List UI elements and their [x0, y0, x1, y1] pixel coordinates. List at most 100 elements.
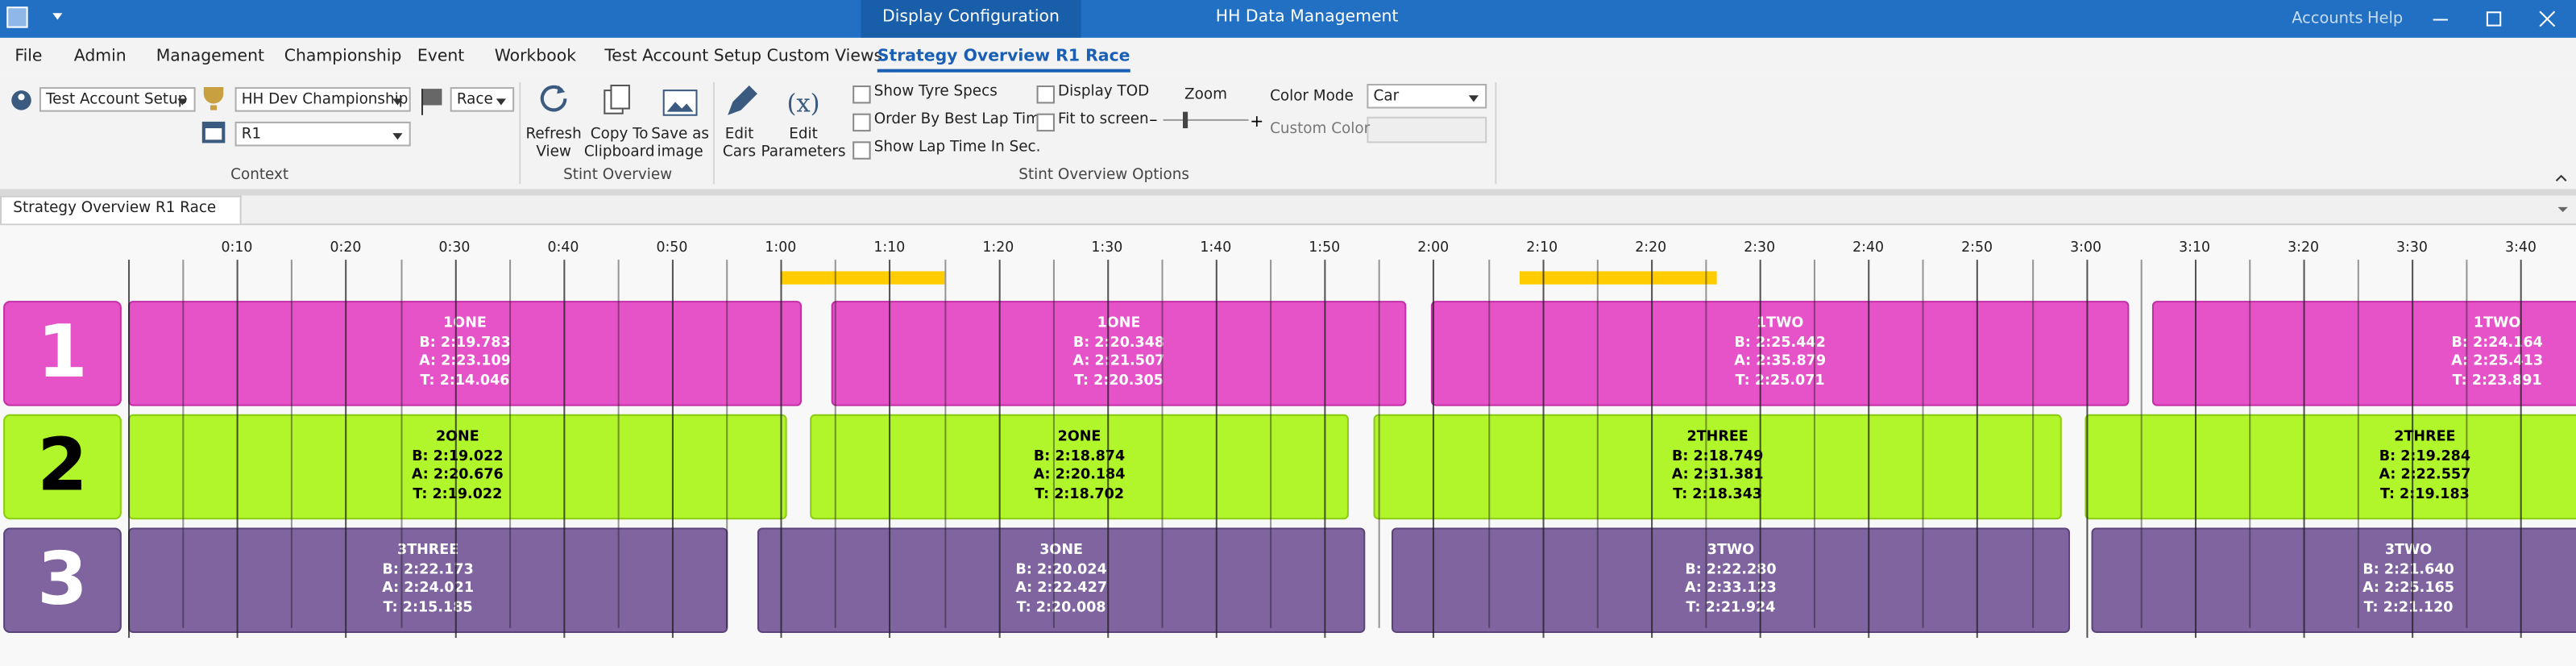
document-tab-label[interactable]: Strategy Overview R1 Race — [13, 201, 216, 217]
stint-average: A: 2:25.413 — [2154, 354, 2576, 373]
time-tick-label: 2:30 — [1727, 240, 1793, 256]
stint-average: A: 2:31.381 — [1375, 467, 2060, 486]
stint[interactable]: 1ONEB: 2:20.348A: 2:21.507T: 2:20.305 — [832, 301, 1407, 406]
stint-average: A: 2:35.879 — [1433, 354, 2127, 373]
menu-item[interactable]: Championship — [284, 48, 402, 65]
stint-name: 2THREE — [1375, 429, 2060, 448]
combo[interactable]: Test Account Setup — [39, 87, 196, 112]
time-grid-line — [2140, 260, 2142, 628]
time-tick-label: 3:40 — [2488, 240, 2554, 256]
menu-item[interactable]: Test Account Setup Custom Views — [604, 48, 882, 65]
stint[interactable]: 2THREEB: 2:18.749A: 2:31.381T: 2:18.343 — [1374, 414, 2062, 519]
time-tick-label: 1:40 — [1183, 240, 1249, 256]
checkbox[interactable] — [1037, 85, 1055, 103]
time-grid-line — [1107, 260, 1109, 638]
stint[interactable]: 3THREEB: 2:22.173A: 2:24.021T: 2:15.185 — [128, 527, 728, 632]
stint[interactable]: 1ONEB: 2:19.783A: 2:23.109T: 2:14.046 — [128, 301, 802, 406]
title-tab[interactable]: Display Configuration — [861, 8, 1081, 26]
time-tick-label: 0:20 — [313, 240, 379, 256]
stint-name: 3ONE — [759, 543, 1363, 562]
time-tick-label: 3:20 — [2271, 240, 2337, 256]
stint-name: 1ONE — [130, 315, 800, 335]
title-link[interactable]: Help — [2367, 10, 2403, 27]
time-tick-label: 0:30 — [421, 240, 487, 256]
stint-name: 3THREE — [130, 543, 726, 562]
time-grid-line — [1760, 260, 1761, 638]
time-tick-label: 0:10 — [204, 240, 270, 256]
combo[interactable]: Car — [1367, 84, 1487, 109]
time-grid-line — [944, 260, 945, 628]
stint-best: B: 2:18.749 — [1375, 448, 2060, 468]
stint[interactable]: 1TWOB: 2:25.442A: 2:35.879T: 2:25.071 — [1431, 301, 2130, 406]
time-grid-line — [2466, 260, 2468, 628]
checkbox[interactable] — [852, 141, 870, 159]
button-label[interactable]: Parameters — [754, 144, 852, 160]
stint-total: T: 2:21.924 — [1393, 600, 2068, 619]
checkbox[interactable] — [1037, 114, 1055, 131]
group-label: Stint Overview Options — [1006, 168, 1203, 184]
time-tick-label: 3:10 — [2162, 240, 2228, 256]
checkbox-label[interactable]: Show Lap Time In Sec. — [874, 139, 1041, 156]
menu-item[interactable]: Workbook — [495, 48, 576, 65]
car-number[interactable]: 3 — [3, 527, 122, 632]
stint[interactable]: 2THREEB: 2:19.284A: 2:22.557T: 2:19.183 — [2084, 414, 2576, 519]
stint-name: 2ONE — [811, 429, 1347, 448]
checkbox-label[interactable]: Order By Best Lap Time — [874, 112, 1050, 128]
menu-item[interactable]: Strategy Overview R1 Race — [877, 48, 1130, 73]
stint[interactable]: 3TWOB: 2:22.280A: 2:33.123T: 2:21.924 — [1392, 527, 2070, 632]
time-grid-line — [128, 260, 130, 638]
stint-name: 2THREE — [2086, 429, 2576, 448]
time-tick-label: 1:00 — [748, 240, 814, 256]
field-label: Custom Color — [1270, 122, 1370, 138]
car-number[interactable]: 2 — [3, 414, 122, 519]
combo[interactable]: HH Dev Championship — [235, 87, 411, 112]
time-tick-label: 0:50 — [639, 240, 705, 256]
stint-best: B: 2:19.022 — [130, 448, 786, 468]
checkbox-label[interactable]: Display TOD — [1058, 84, 1149, 100]
time-grid-line — [1379, 260, 1380, 628]
svg-text:+: + — [1250, 111, 1263, 131]
stint[interactable]: 2ONEB: 2:19.022A: 2:20.676T: 2:19.022 — [128, 414, 787, 519]
title-link[interactable]: Accounts — [2292, 10, 2362, 27]
stint-name: 1TWO — [2154, 315, 2576, 335]
time-grid-line — [291, 260, 292, 628]
time-tick-label: 2:00 — [1400, 240, 1466, 256]
combo[interactable]: R1 — [235, 122, 411, 147]
stint[interactable]: 1TWOB: 2:24.164A: 2:25.413T: 2:23.891 — [2152, 301, 2576, 406]
stint[interactable]: 3ONEB: 2:20.024A: 2:22.427T: 2:20.008 — [757, 527, 1365, 632]
stint-name: 3TWO — [2093, 543, 2576, 562]
stint-best: B: 2:22.173 — [130, 561, 726, 581]
stint-average: A: 2:22.427 — [759, 581, 1363, 600]
time-tick-label: 0:40 — [530, 240, 596, 256]
stint-total: T: 2:19.183 — [2086, 486, 2576, 506]
checkbox-label[interactable]: Fit to screen — [1058, 112, 1149, 128]
stint-total: T: 2:23.891 — [2154, 373, 2576, 392]
time-grid-line — [1542, 260, 1544, 638]
checkbox-label[interactable]: Show Tyre Specs — [874, 84, 998, 100]
checkbox[interactable] — [852, 114, 870, 131]
stint-best: B: 2:20.348 — [833, 335, 1405, 354]
stint-best: B: 2:18.874 — [811, 448, 1347, 468]
menu-item[interactable]: File — [15, 48, 42, 65]
time-grid-line — [2412, 260, 2413, 638]
menu-item[interactable]: Management — [156, 48, 264, 65]
menu-item[interactable]: Event — [417, 48, 464, 65]
time-grid-line — [617, 260, 619, 628]
combo[interactable]: Race — [450, 87, 515, 112]
stint[interactable]: 3TWOB: 2:21.640A: 2:25.165T: 2:21.120 — [2092, 527, 2576, 632]
time-tick-label: 2:10 — [1509, 240, 1575, 256]
time-tick-label: 2:40 — [1836, 240, 1902, 256]
time-grid-line — [2304, 260, 2305, 638]
stint-best: B: 2:21.640 — [2093, 561, 2576, 581]
time-grid-line — [1161, 260, 1163, 628]
time-grid-line — [237, 260, 239, 638]
time-grid-line — [672, 260, 674, 638]
custom-color-box — [1367, 117, 1487, 144]
time-grid-line — [2086, 260, 2088, 638]
button-label[interactable]: Edit — [754, 127, 852, 143]
time-tick-label: 1:50 — [1292, 240, 1358, 256]
stint-name: 1TWO — [1433, 315, 2127, 335]
menu-item[interactable]: Admin — [74, 48, 127, 65]
checkbox[interactable] — [852, 85, 870, 103]
car-number[interactable]: 1 — [3, 301, 122, 406]
